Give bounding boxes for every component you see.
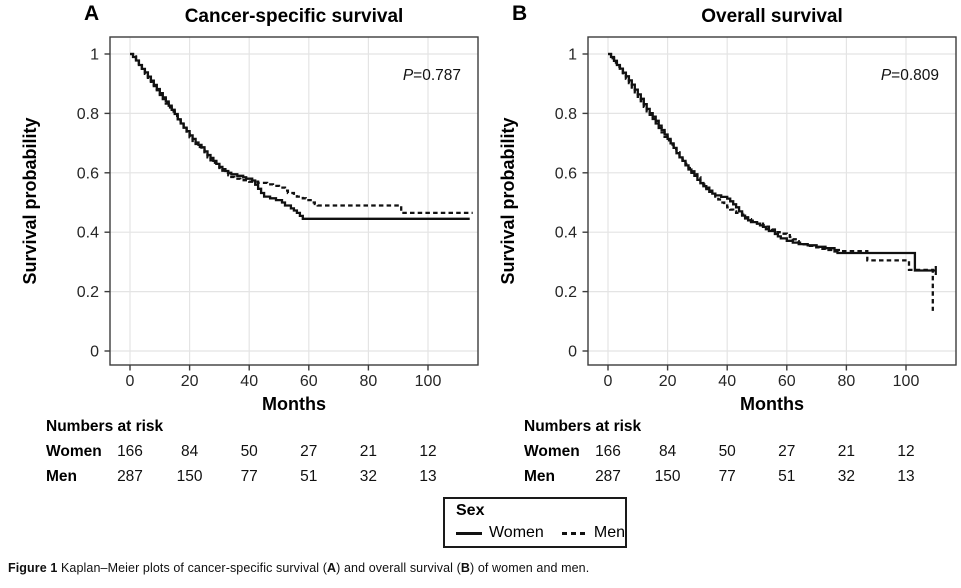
risk-count: 21 <box>359 443 378 460</box>
risk-count: 32 <box>359 468 378 485</box>
risk-count: 166 <box>595 443 621 460</box>
svg-text:60: 60 <box>778 373 796 390</box>
risk-count: 84 <box>180 443 199 460</box>
risk-count: 287 <box>595 468 621 485</box>
panel-title-cancer-specific: Cancer-specific survival <box>184 6 404 27</box>
p-value-label: P=0.809 <box>881 67 939 84</box>
svg-text:40: 40 <box>718 373 736 390</box>
caption-segment: ) of women and men. <box>469 561 590 575</box>
legend-label-men: Men <box>593 524 625 541</box>
solid-line-sample-icon <box>456 531 482 535</box>
x-axis-title: Months <box>740 394 804 414</box>
panel-letter-b: B <box>512 2 528 25</box>
y-axis-title: Survival probability <box>20 117 40 284</box>
risk-count: 21 <box>837 443 856 460</box>
panel-cancer-specific-survival: A Cancer-specific survival 0 20 40 60 80 100 0… <box>0 0 483 492</box>
risk-count: 32 <box>837 468 856 485</box>
caption-bold-segment: A <box>327 561 337 575</box>
caption-bold-segment: B <box>460 561 470 575</box>
risk-table-overall: Numbers at risk Women 166 84 50 27 21 12 Men 287 1… <box>478 417 961 492</box>
svg-text:0: 0 <box>568 344 577 361</box>
svg-text:20: 20 <box>659 373 677 390</box>
svg-text:0.6: 0.6 <box>555 165 577 182</box>
risk-row-label-men: Men <box>524 468 555 485</box>
svg-text:80: 80 <box>838 373 856 390</box>
risk-count: 50 <box>240 443 258 460</box>
caption-bold-segment: Figure 1 <box>8 561 61 575</box>
svg-text:40: 40 <box>240 373 258 390</box>
x-tick-labels: 0 20 40 60 80 100 <box>126 373 442 390</box>
risk-count: 84 <box>658 443 677 460</box>
x-tick-labels: 0 20 40 60 80 100 <box>604 373 920 390</box>
figure-caption: Figure 1 Kaplan–Meier plots of cancer-sp… <box>8 561 589 575</box>
risk-count: 77 <box>718 468 736 485</box>
risk-count: 77 <box>240 468 258 485</box>
svg-text:0.8: 0.8 <box>77 106 99 123</box>
x-axis-title: Months <box>262 394 326 414</box>
svg-text:60: 60 <box>300 373 318 390</box>
risk-count: 166 <box>117 443 143 460</box>
risk-count: 12 <box>419 443 437 460</box>
svg-text:100: 100 <box>415 373 442 390</box>
panel-letter-a: A <box>84 2 100 25</box>
risk-count: 12 <box>897 443 915 460</box>
y-tick-labels: 0 0.2 0.4 0.6 0.8 1 <box>77 47 99 361</box>
risk-count: 50 <box>718 443 736 460</box>
risk-count: 51 <box>300 468 318 485</box>
svg-text:0.2: 0.2 <box>555 284 577 301</box>
plot-border <box>587 36 957 366</box>
svg-text:0.4: 0.4 <box>77 225 99 242</box>
risk-row-label-men: Men <box>46 468 77 485</box>
risk-count: 13 <box>419 468 437 485</box>
risk-table-header: Numbers at risk <box>46 418 164 435</box>
legend-box: Sex Women Men <box>443 497 627 548</box>
km-curve-women <box>130 52 470 220</box>
plot-border <box>109 36 479 366</box>
risk-count: 150 <box>176 468 203 485</box>
km-curve-men <box>130 52 473 215</box>
svg-text:100: 100 <box>893 373 920 390</box>
svg-text:1: 1 <box>90 47 99 64</box>
p-value-label: P=0.787 <box>403 67 461 84</box>
risk-count: 27 <box>778 443 796 460</box>
svg-text:0.2: 0.2 <box>77 284 99 301</box>
caption-segment: ) and overall survival ( <box>336 561 461 575</box>
dashed-line-sample-icon <box>561 531 587 535</box>
panel-title-overall: Overall survival <box>701 6 843 27</box>
risk-count: 150 <box>654 468 681 485</box>
svg-text:0: 0 <box>604 373 613 390</box>
y-tick-labels: 0 0.2 0.4 0.6 0.8 1 <box>555 47 577 361</box>
svg-text:0.8: 0.8 <box>555 106 577 123</box>
legend-label-women: Women <box>488 524 544 541</box>
km-plot-overall: 0 20 40 60 80 100 0 0.2 0.4 0.6 0.8 1 P=0.809 Months S… <box>498 36 957 414</box>
svg-text:80: 80 <box>360 373 378 390</box>
legend-row: Women Men <box>456 524 625 542</box>
km-curve-men <box>608 52 934 311</box>
axis-tick-marks <box>582 53 907 371</box>
risk-table-cancer-specific: Numbers at risk Women 166 84 50 27 21 12 Men 287 1… <box>0 417 483 492</box>
svg-text:0: 0 <box>90 344 99 361</box>
y-axis-title: Survival probability <box>498 117 518 284</box>
risk-count: 51 <box>778 468 796 485</box>
gridlines <box>110 37 478 365</box>
panel-overall-survival: B Overall survival 0 20 40 60 80 100 0 0.2 0.4 0.… <box>478 0 961 492</box>
km-plot-cancer-specific: 0 20 40 60 80 100 0 0.2 0.4 0.6 0.8 1 P=0.787 Months S… <box>20 36 479 414</box>
svg-text:0: 0 <box>126 373 135 390</box>
gridlines <box>588 37 956 365</box>
risk-count: 13 <box>897 468 915 485</box>
caption-segment: Kaplan–Meier plots of cancer-specific su… <box>61 561 328 575</box>
risk-count: 287 <box>117 468 143 485</box>
risk-row-label-women: Women <box>524 443 580 460</box>
risk-row-label-women: Women <box>46 443 102 460</box>
axis-tick-marks <box>104 53 429 371</box>
svg-text:0.6: 0.6 <box>77 165 99 182</box>
risk-table-header: Numbers at risk <box>524 418 642 435</box>
svg-text:20: 20 <box>181 373 199 390</box>
svg-text:1: 1 <box>568 47 577 64</box>
km-curve-women <box>608 52 936 272</box>
legend-title: Sex <box>456 502 485 519</box>
risk-count: 27 <box>300 443 318 460</box>
svg-text:0.4: 0.4 <box>555 225 577 242</box>
